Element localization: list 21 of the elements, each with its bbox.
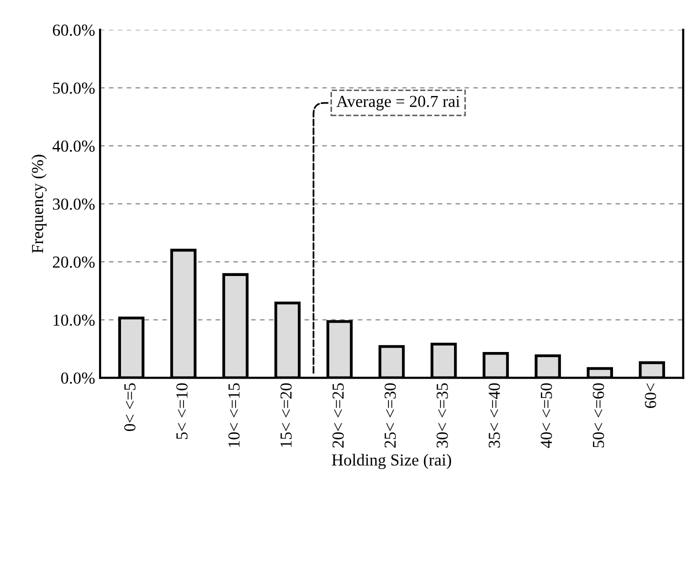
x-tick-label: 50< <=60 xyxy=(592,383,604,448)
y-tick-label: 30.0% xyxy=(52,198,95,210)
x-tick-label: 40< <=50 xyxy=(540,383,552,448)
x-tick-label: 15< <=20 xyxy=(280,383,292,447)
x-tick-label: 30< <=35 xyxy=(436,383,448,448)
x-tick-label: 5< <=10 xyxy=(176,383,188,440)
y-tick-label: 20.0% xyxy=(52,256,95,268)
y-tick-label: 40.0% xyxy=(52,140,95,152)
x-tick-label: 35< <=40 xyxy=(488,383,500,448)
y-tick-label: 60.0% xyxy=(52,24,95,36)
y-tick-label: 0.0% xyxy=(61,372,95,384)
y-tick-label: 50.0% xyxy=(53,82,95,94)
x-tick-label: 0< <=5 xyxy=(124,383,136,432)
x-tick-label: 25< <=30 xyxy=(384,383,396,448)
x-tick-label: 60< xyxy=(644,383,656,408)
x-axis-title: Holding Size (rai) xyxy=(332,454,452,470)
x-tick-label: 10< <=15 xyxy=(228,383,240,447)
x-tick-label: 20< <=25 xyxy=(332,383,344,448)
annotation: Average = 20.7 rai xyxy=(336,96,460,110)
y-axis-title: Frequency (%) xyxy=(31,154,47,254)
y-tick-label: 10.0% xyxy=(54,314,95,326)
